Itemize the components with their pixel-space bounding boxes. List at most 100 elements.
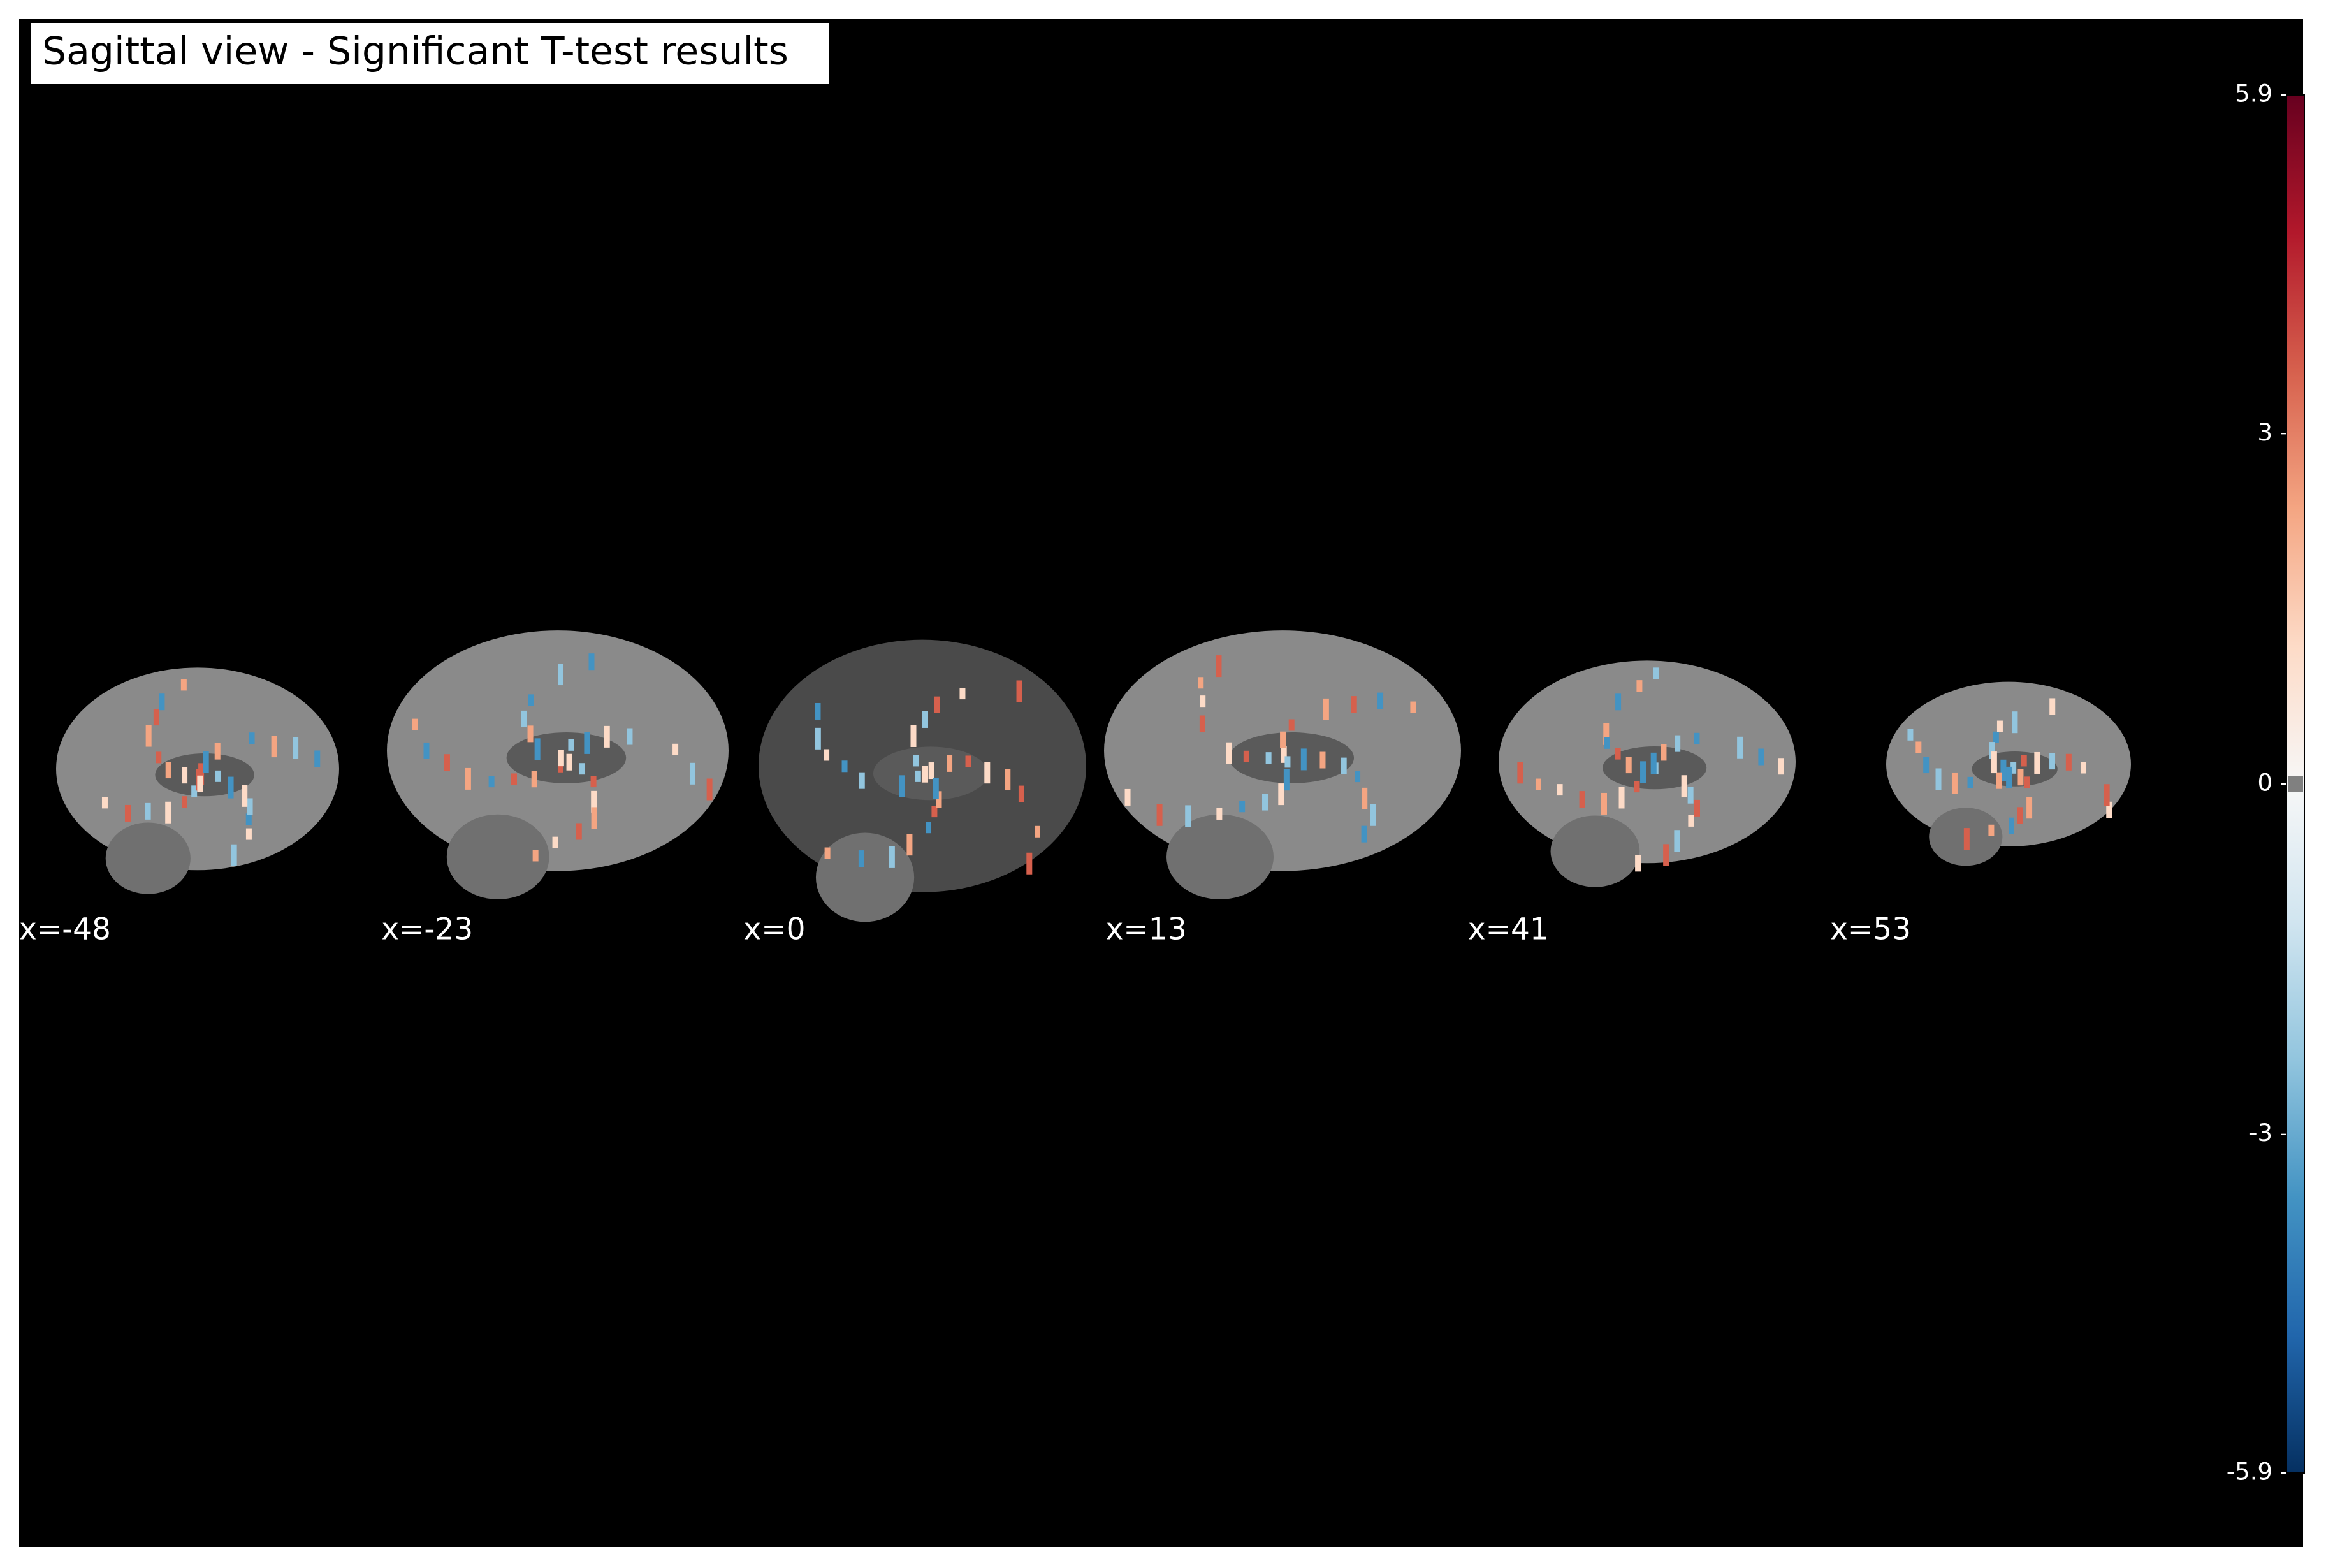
activation-speck: [1185, 805, 1191, 827]
activation-speck: [815, 702, 821, 720]
activation-speck: [531, 771, 537, 788]
activation-speck: [1737, 736, 1743, 759]
activation-speck: [2010, 762, 2017, 774]
activation-speck: [2012, 711, 2018, 734]
activation-speck: [922, 766, 928, 783]
activation-speck: [824, 749, 830, 761]
activation-speck: [1216, 655, 1222, 678]
activation-speck: [568, 739, 574, 751]
activation-speck: [271, 736, 277, 758]
activation-speck: [1226, 742, 1232, 764]
activation-speck: [521, 710, 527, 727]
activation-speck: [928, 762, 934, 780]
activation-speck: [1283, 769, 1290, 791]
slice-label: x=13: [1106, 912, 1187, 947]
slice-label: x=53: [1830, 912, 1911, 947]
activation-speck: [1674, 830, 1680, 852]
activation-speck: [1262, 794, 1268, 811]
activation-speck: [1963, 828, 1970, 850]
activation-speck: [181, 796, 187, 808]
activation-speck: [906, 834, 913, 856]
activation-speck: [2080, 762, 2086, 774]
activation-speck: [1517, 762, 1523, 784]
activation-speck: [558, 750, 564, 767]
activation-speck: [412, 718, 418, 730]
activation-speck: [2017, 807, 2023, 824]
cerebellum: [1166, 814, 1274, 899]
activation-speck: [590, 776, 597, 788]
activation-speck: [249, 732, 255, 744]
activation-speck: [156, 751, 162, 764]
activation-speck: [1284, 756, 1291, 768]
activation-speck: [1989, 742, 1995, 759]
activation-speck: [1034, 825, 1040, 838]
activation-speck: [1688, 815, 1694, 827]
activation-speck: [293, 737, 299, 759]
activation-speck: [534, 738, 541, 760]
activation-speck: [215, 770, 221, 782]
activation-speck: [153, 709, 159, 726]
activation-speck: [528, 694, 534, 706]
activation-speck: [1687, 787, 1694, 804]
activation-speck: [1640, 761, 1646, 783]
activation-speck: [2026, 797, 2033, 819]
activation-speck: [1361, 825, 1367, 843]
activation-speck: [913, 755, 919, 767]
activation-speck: [191, 785, 198, 797]
activation-speck: [1300, 748, 1307, 771]
activation-speck: [1935, 768, 1942, 790]
activation-speck: [314, 750, 321, 767]
activation-speck: [247, 798, 253, 815]
activation-speck: [2106, 801, 2112, 818]
chart-title: Sagittal view - Significant T-test resul…: [42, 29, 789, 74]
activation-speck: [1281, 746, 1287, 763]
activation-speck: [910, 725, 917, 748]
activation-speck: [1341, 757, 1347, 774]
activation-speck: [1778, 758, 1784, 775]
activation-speck: [2009, 817, 2014, 834]
activation-speck: [1557, 784, 1563, 796]
activation-speck: [858, 850, 864, 867]
cerebellum: [815, 832, 915, 922]
activation-speck: [1278, 783, 1284, 806]
activation-speck: [1280, 731, 1286, 748]
activation-speck: [1535, 778, 1541, 790]
activation-speck: [552, 836, 558, 848]
activation-speck: [1604, 737, 1610, 749]
activation-speck: [1288, 719, 1295, 731]
activation-speck: [197, 775, 203, 792]
activation-speck: [1615, 748, 1621, 760]
activation-speck: [228, 776, 234, 799]
colorbar-tick-label: -3: [2249, 1119, 2272, 1147]
activation-speck: [1603, 723, 1610, 745]
activation-speck: [444, 754, 450, 771]
slice-label: x=0: [743, 912, 805, 947]
activation-speck: [1199, 715, 1205, 732]
activation-speck: [1634, 781, 1640, 793]
activation-speck: [1653, 667, 1659, 679]
activation-speck: [889, 846, 895, 868]
activation-speck: [965, 755, 971, 767]
slice-label: x=41: [1468, 912, 1549, 947]
activation-speck: [1243, 750, 1249, 762]
activation-speck: [1663, 844, 1669, 866]
colorbar-tick-label: 3: [2257, 419, 2272, 446]
activation-speck: [1005, 769, 1011, 791]
activation-speck: [1198, 677, 1204, 689]
activation-speck: [1351, 696, 1357, 713]
activation-speck: [926, 822, 932, 834]
activation-speck: [1951, 772, 1958, 794]
activation-speck: [576, 823, 582, 840]
activation-speck: [915, 770, 921, 782]
activation-speck: [1625, 757, 1632, 774]
activation-speck: [2021, 755, 2027, 767]
activation-speck: [1758, 748, 1764, 766]
activation-speck: [203, 751, 209, 773]
activation-speck: [1579, 791, 1585, 808]
activation-speck: [182, 767, 188, 784]
activation-speck: [931, 806, 938, 818]
activation-speck: [180, 679, 187, 691]
slice-label: x=-23: [381, 912, 473, 947]
activation-speck: [1650, 752, 1657, 774]
